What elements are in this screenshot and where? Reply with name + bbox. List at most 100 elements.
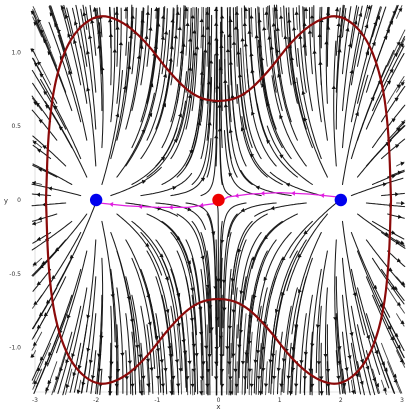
streamline-arrow — [184, 7, 189, 12]
streamline-arrow — [32, 140, 37, 145]
streamline-arrow — [88, 359, 94, 364]
streamline-arrow — [281, 256, 286, 261]
streamline — [95, 294, 103, 395]
streamline — [273, 350, 277, 395]
streamline — [32, 9, 58, 67]
streamline-arrow — [225, 48, 231, 53]
streamline — [170, 137, 212, 197]
streamline-arrow — [186, 260, 191, 265]
streamline — [313, 5, 322, 123]
streamline-arrow — [214, 346, 219, 351]
streamline-arrow — [169, 390, 174, 395]
streamline — [146, 7, 153, 67]
streamline — [170, 231, 198, 336]
streamline-arrow — [187, 360, 192, 365]
streamline-arrow — [396, 301, 402, 306]
streamline-arrow — [33, 380, 38, 385]
streamline-arrow — [228, 172, 233, 177]
streamline-arrow — [160, 36, 165, 40]
streamline-arrow — [247, 368, 253, 373]
streamline-arrow — [294, 324, 299, 329]
streamline-arrow — [69, 254, 74, 259]
streamline-arrow — [184, 376, 190, 380]
streamline — [298, 5, 307, 93]
streamline-arrow — [279, 115, 284, 120]
streamline-arrow — [114, 11, 119, 15]
streamline — [170, 5, 185, 123]
streamline-arrow — [375, 382, 380, 388]
streamline-arrow — [249, 14, 254, 19]
streamline — [191, 220, 211, 334]
streamline-arrow — [54, 247, 60, 252]
streamline — [356, 250, 397, 336]
streamline-arrow — [165, 308, 170, 314]
streamline-arrow — [387, 325, 392, 330]
streamline-arrow — [347, 354, 352, 360]
streamline-arrow — [211, 231, 216, 236]
streamline-arrow — [32, 180, 36, 186]
streamline — [31, 183, 82, 197]
streamline-arrow — [231, 309, 236, 314]
streamline — [365, 125, 405, 167]
streamline — [268, 5, 283, 112]
trajectory-arrow — [290, 190, 296, 196]
streamline — [387, 287, 405, 314]
streamline — [227, 84, 253, 186]
streamline — [131, 294, 143, 396]
streamline-arrow — [32, 261, 37, 266]
streamline-arrow — [214, 51, 219, 56]
streamline-arrow — [47, 379, 52, 385]
streamline — [295, 361, 298, 396]
streamline-arrow — [279, 154, 284, 159]
streamline — [341, 294, 357, 395]
y-tick-label: 1.0 — [11, 49, 21, 56]
streamline — [350, 6, 360, 49]
streamline — [101, 69, 124, 186]
streamline-arrow — [263, 383, 269, 388]
streamline-arrow — [354, 112, 359, 117]
streamline-arrow — [399, 43, 405, 48]
streamline-arrow — [159, 359, 164, 364]
streamline — [220, 294, 223, 396]
streamline-arrow — [388, 267, 393, 272]
boundary-curve — [44, 15, 393, 385]
streamline — [254, 8, 262, 86]
streamline-arrow — [401, 200, 405, 206]
streamline-arrow — [270, 205, 275, 211]
streamline — [53, 331, 73, 393]
streamline — [224, 34, 232, 160]
streamline — [341, 331, 351, 393]
streamline — [287, 12, 307, 130]
streamline-arrow — [175, 11, 180, 15]
streamline — [256, 231, 292, 322]
streamline-arrow — [39, 356, 44, 361]
streamline — [289, 202, 337, 259]
streamline — [285, 7, 298, 104]
streamline — [185, 239, 204, 356]
streamline-arrow — [268, 359, 273, 364]
streamline — [32, 163, 73, 186]
streamline-arrow — [307, 29, 313, 34]
streamline-arrow — [372, 377, 377, 382]
streamline — [31, 324, 58, 381]
streamline-arrow — [275, 27, 281, 32]
streamline — [380, 305, 405, 352]
streamline-arrow — [289, 56, 295, 61]
streamline — [356, 125, 406, 178]
streamline — [240, 47, 262, 160]
streamline — [146, 324, 154, 394]
streamline — [396, 313, 405, 327]
streamline — [271, 75, 307, 167]
streamline — [335, 313, 344, 394]
streamline-arrow — [393, 285, 398, 290]
streamline-arrow — [266, 140, 271, 145]
streamline-arrow — [59, 367, 64, 372]
streamline — [31, 69, 67, 130]
streamline-arrow — [45, 299, 51, 304]
streamline — [396, 5, 403, 19]
streamline-arrow — [86, 314, 91, 319]
streamline — [251, 213, 298, 269]
streamline-arrow — [178, 367, 183, 372]
streamline-arrow — [364, 24, 369, 29]
streamline-arrow — [192, 51, 198, 56]
